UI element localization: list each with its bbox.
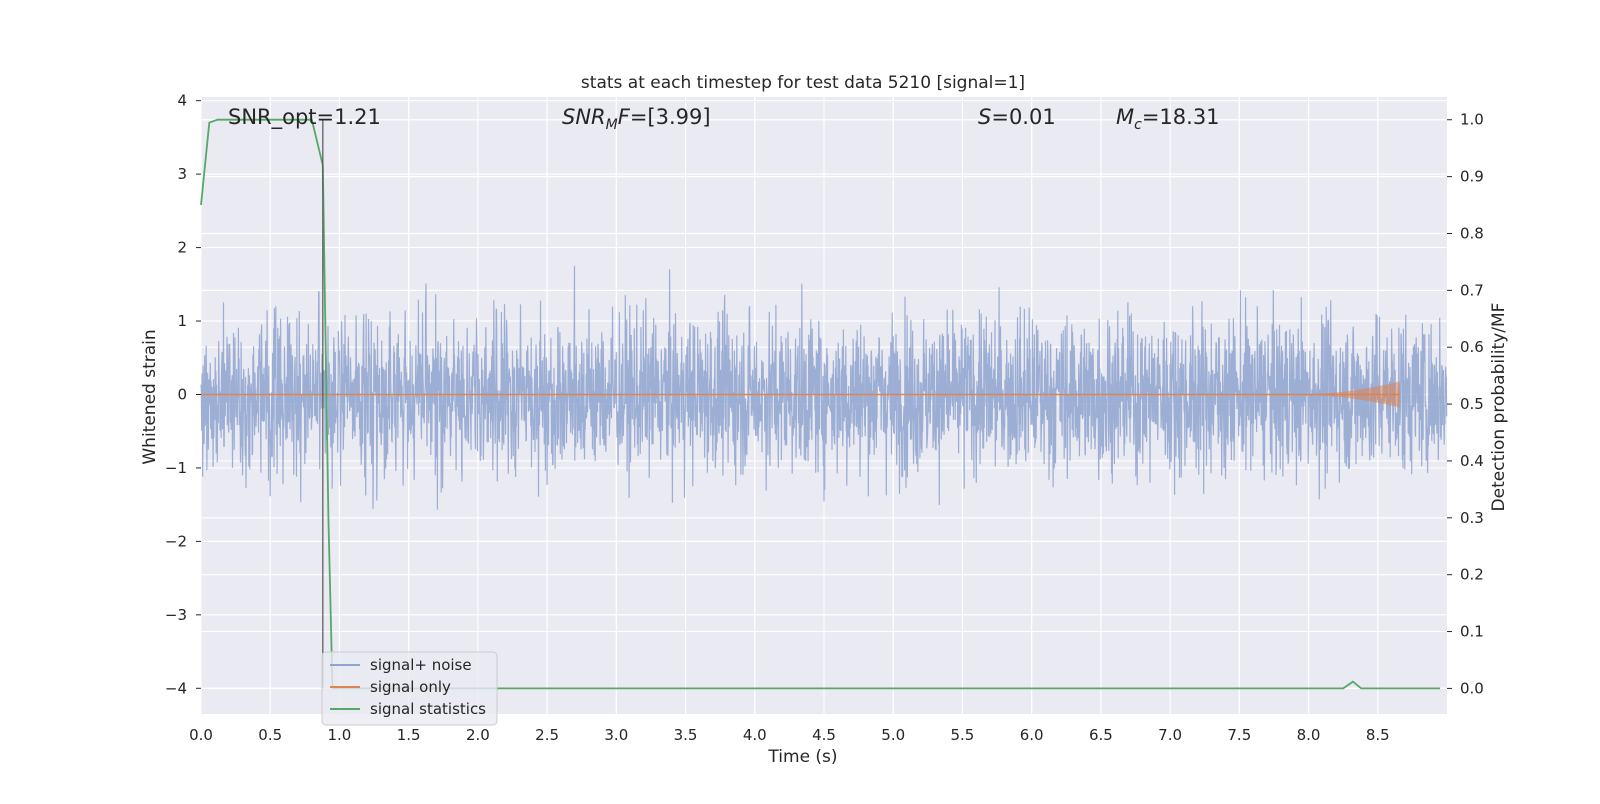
y-axis-left-ticks: 4 3 2 1 0 −1 −2 −3 −4: [165, 92, 201, 697]
x-tick-label: 1.0: [328, 726, 352, 744]
series-signal-only: [201, 381, 1400, 408]
signal-statistics-line: [200, 118, 1441, 690]
y-left-tick-label: −4: [165, 679, 187, 697]
y-axis-right-label: Detection probability/MF: [1489, 303, 1509, 512]
x-tick-label: 6.0: [1020, 726, 1044, 744]
x-tick-label: 6.5: [1089, 726, 1113, 744]
x-tick-label: 3.5: [674, 726, 698, 744]
x-tick-label: 8.5: [1366, 726, 1390, 744]
x-tick-label: 1.5: [397, 726, 421, 744]
x-tick-label: 4.5: [812, 726, 836, 744]
series-signal-statistics: [200, 118, 1441, 690]
series-signal-noise: [200, 265, 1448, 510]
x-tick-label: 4.0: [743, 726, 767, 744]
y-left-tick-label: −1: [165, 459, 187, 477]
x-axis-ticks: 0.0 0.5 1.0 1.5 2.0 2.5 3.0 3.5 4.0 4.5 5.0 5.5 6.0 6…: [189, 726, 1390, 744]
y-right-tick-label: 0.4: [1460, 452, 1484, 470]
legend-label-signal-only: signal only: [370, 678, 451, 696]
y-right-tick-label: 0.7: [1460, 281, 1484, 299]
signal-noise-line: [200, 265, 1448, 510]
annotation-s: S=0.01: [978, 105, 1056, 129]
x-tick-label: 3.0: [604, 726, 628, 744]
x-tick-label: 0.0: [189, 726, 213, 744]
legend: signal+ noise signal only signal statist…: [321, 651, 498, 726]
y-right-tick-label: 0.1: [1460, 623, 1484, 641]
legend-label-signal-noise: signal+ noise: [370, 656, 472, 674]
y-axis-right-ticks: 1.0 0.9 0.8 0.7 0.6 0.5 0.4 0.3 0.2 0.1 0.0: [1447, 111, 1484, 697]
x-tick-label: 5.5: [951, 726, 975, 744]
x-tick-label: 7.0: [1158, 726, 1182, 744]
y-left-tick-label: 2: [177, 239, 187, 257]
x-tick-label: 5.0: [881, 726, 905, 744]
legend-label-signal-statistics: signal statistics: [370, 700, 486, 718]
y-left-tick-label: −3: [165, 606, 187, 624]
annotation-snr-opt: SNR_opt=1.21: [228, 105, 381, 130]
y-left-tick-label: −2: [165, 532, 187, 550]
y-left-tick-label: 1: [177, 312, 187, 330]
x-tick-label: 2.5: [535, 726, 559, 744]
y-right-tick-label: 0.3: [1460, 509, 1484, 527]
chart-title: stats at each timestep for test data 521…: [581, 73, 1025, 93]
y-right-tick-label: 0.5: [1460, 395, 1484, 413]
y-right-tick-label: 0.9: [1460, 168, 1484, 186]
y-right-tick-label: 0.8: [1460, 224, 1484, 242]
y-right-tick-label: 0.0: [1460, 679, 1484, 697]
x-tick-label: 8.0: [1297, 726, 1321, 744]
x-tick-label: 2.0: [466, 726, 490, 744]
x-axis-label: Time (s): [767, 747, 837, 767]
y-left-tick-label: 4: [177, 92, 187, 110]
signal-only-chirp: [1294, 381, 1400, 408]
annotation-mc: Mc=18.31: [1116, 105, 1220, 133]
annotation-snr-mf: SNRMF=[3.99]: [562, 105, 711, 133]
y-right-tick-label: 1.0: [1460, 111, 1484, 129]
y-right-tick-label: 0.2: [1460, 566, 1484, 584]
y-left-tick-label: 3: [177, 165, 187, 183]
x-tick-label: 0.5: [258, 726, 282, 744]
y-axis-left-label: Whitened strain: [140, 329, 160, 464]
x-tick-label: 7.5: [1227, 726, 1251, 744]
y-left-tick-label: 0: [177, 385, 187, 403]
y-right-tick-label: 0.6: [1460, 338, 1484, 356]
